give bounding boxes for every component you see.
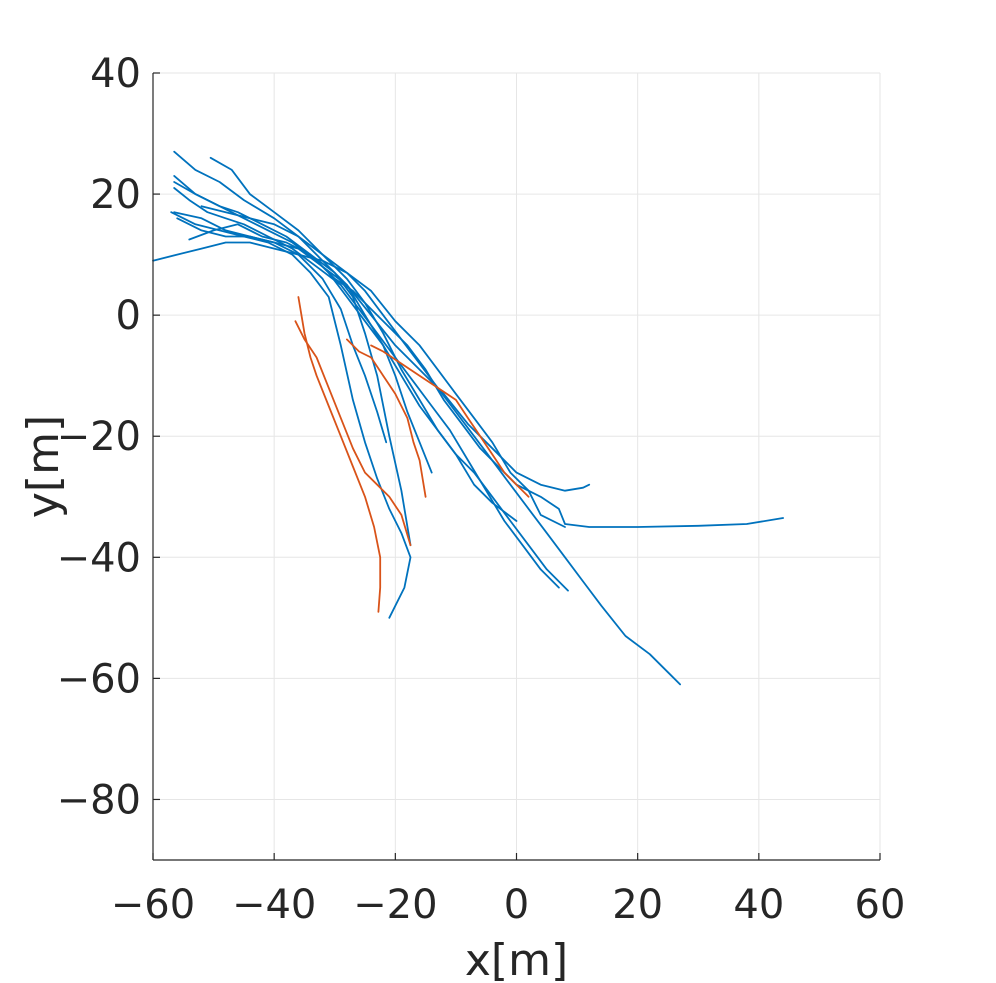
x-tick-label: 0 <box>504 882 529 928</box>
trajectory-blue-0 <box>173 150 591 492</box>
y-tick-label: 20 <box>90 172 141 218</box>
x-tick-label: −40 <box>232 882 316 928</box>
y-tick-label: −20 <box>57 414 141 460</box>
trajectory-blue-3 <box>152 241 681 686</box>
x-tick-label: −60 <box>111 882 195 928</box>
y-tick-labels: 40 20 0 −20 −40 −60 −80 <box>57 51 141 823</box>
trajectory-blue-1 <box>209 156 566 528</box>
trajectory-blue-8 <box>170 211 412 619</box>
trajectory-blue-5 <box>173 211 569 592</box>
x-tick-label: 20 <box>612 882 663 928</box>
y-tick-label: −60 <box>57 656 141 702</box>
x-axis-label: x[m] <box>465 935 568 983</box>
trajectory-blue-9 <box>188 223 412 547</box>
y-axis-label: y[m] <box>18 415 69 518</box>
y-tick-label: −80 <box>57 777 141 823</box>
y-tick-label: 40 <box>90 51 141 97</box>
y-tick-label: −40 <box>57 535 141 581</box>
trajectories <box>152 150 784 686</box>
x-tick-label: 40 <box>733 882 784 928</box>
trajectory-blue-2 <box>173 181 784 528</box>
trajectory-blue-7 <box>176 217 388 444</box>
axes <box>152 72 881 861</box>
x-tick-label: 60 <box>855 882 906 928</box>
trajectory-orange-12 <box>294 320 412 547</box>
x-tick-labels: −60 −40 −20 0 20 40 60 <box>111 882 906 928</box>
trajectory-blue-10 <box>200 205 518 522</box>
trajectory-orange-13 <box>345 338 427 498</box>
trajectory-orange-14 <box>370 344 530 498</box>
trajectory-blue-6 <box>173 174 433 474</box>
x-tick-label: −20 <box>353 882 437 928</box>
trajectory-orange-11 <box>297 296 382 613</box>
trajectory-blue-4 <box>173 187 560 589</box>
grid <box>152 72 881 860</box>
y-tick-label: 0 <box>116 293 141 339</box>
